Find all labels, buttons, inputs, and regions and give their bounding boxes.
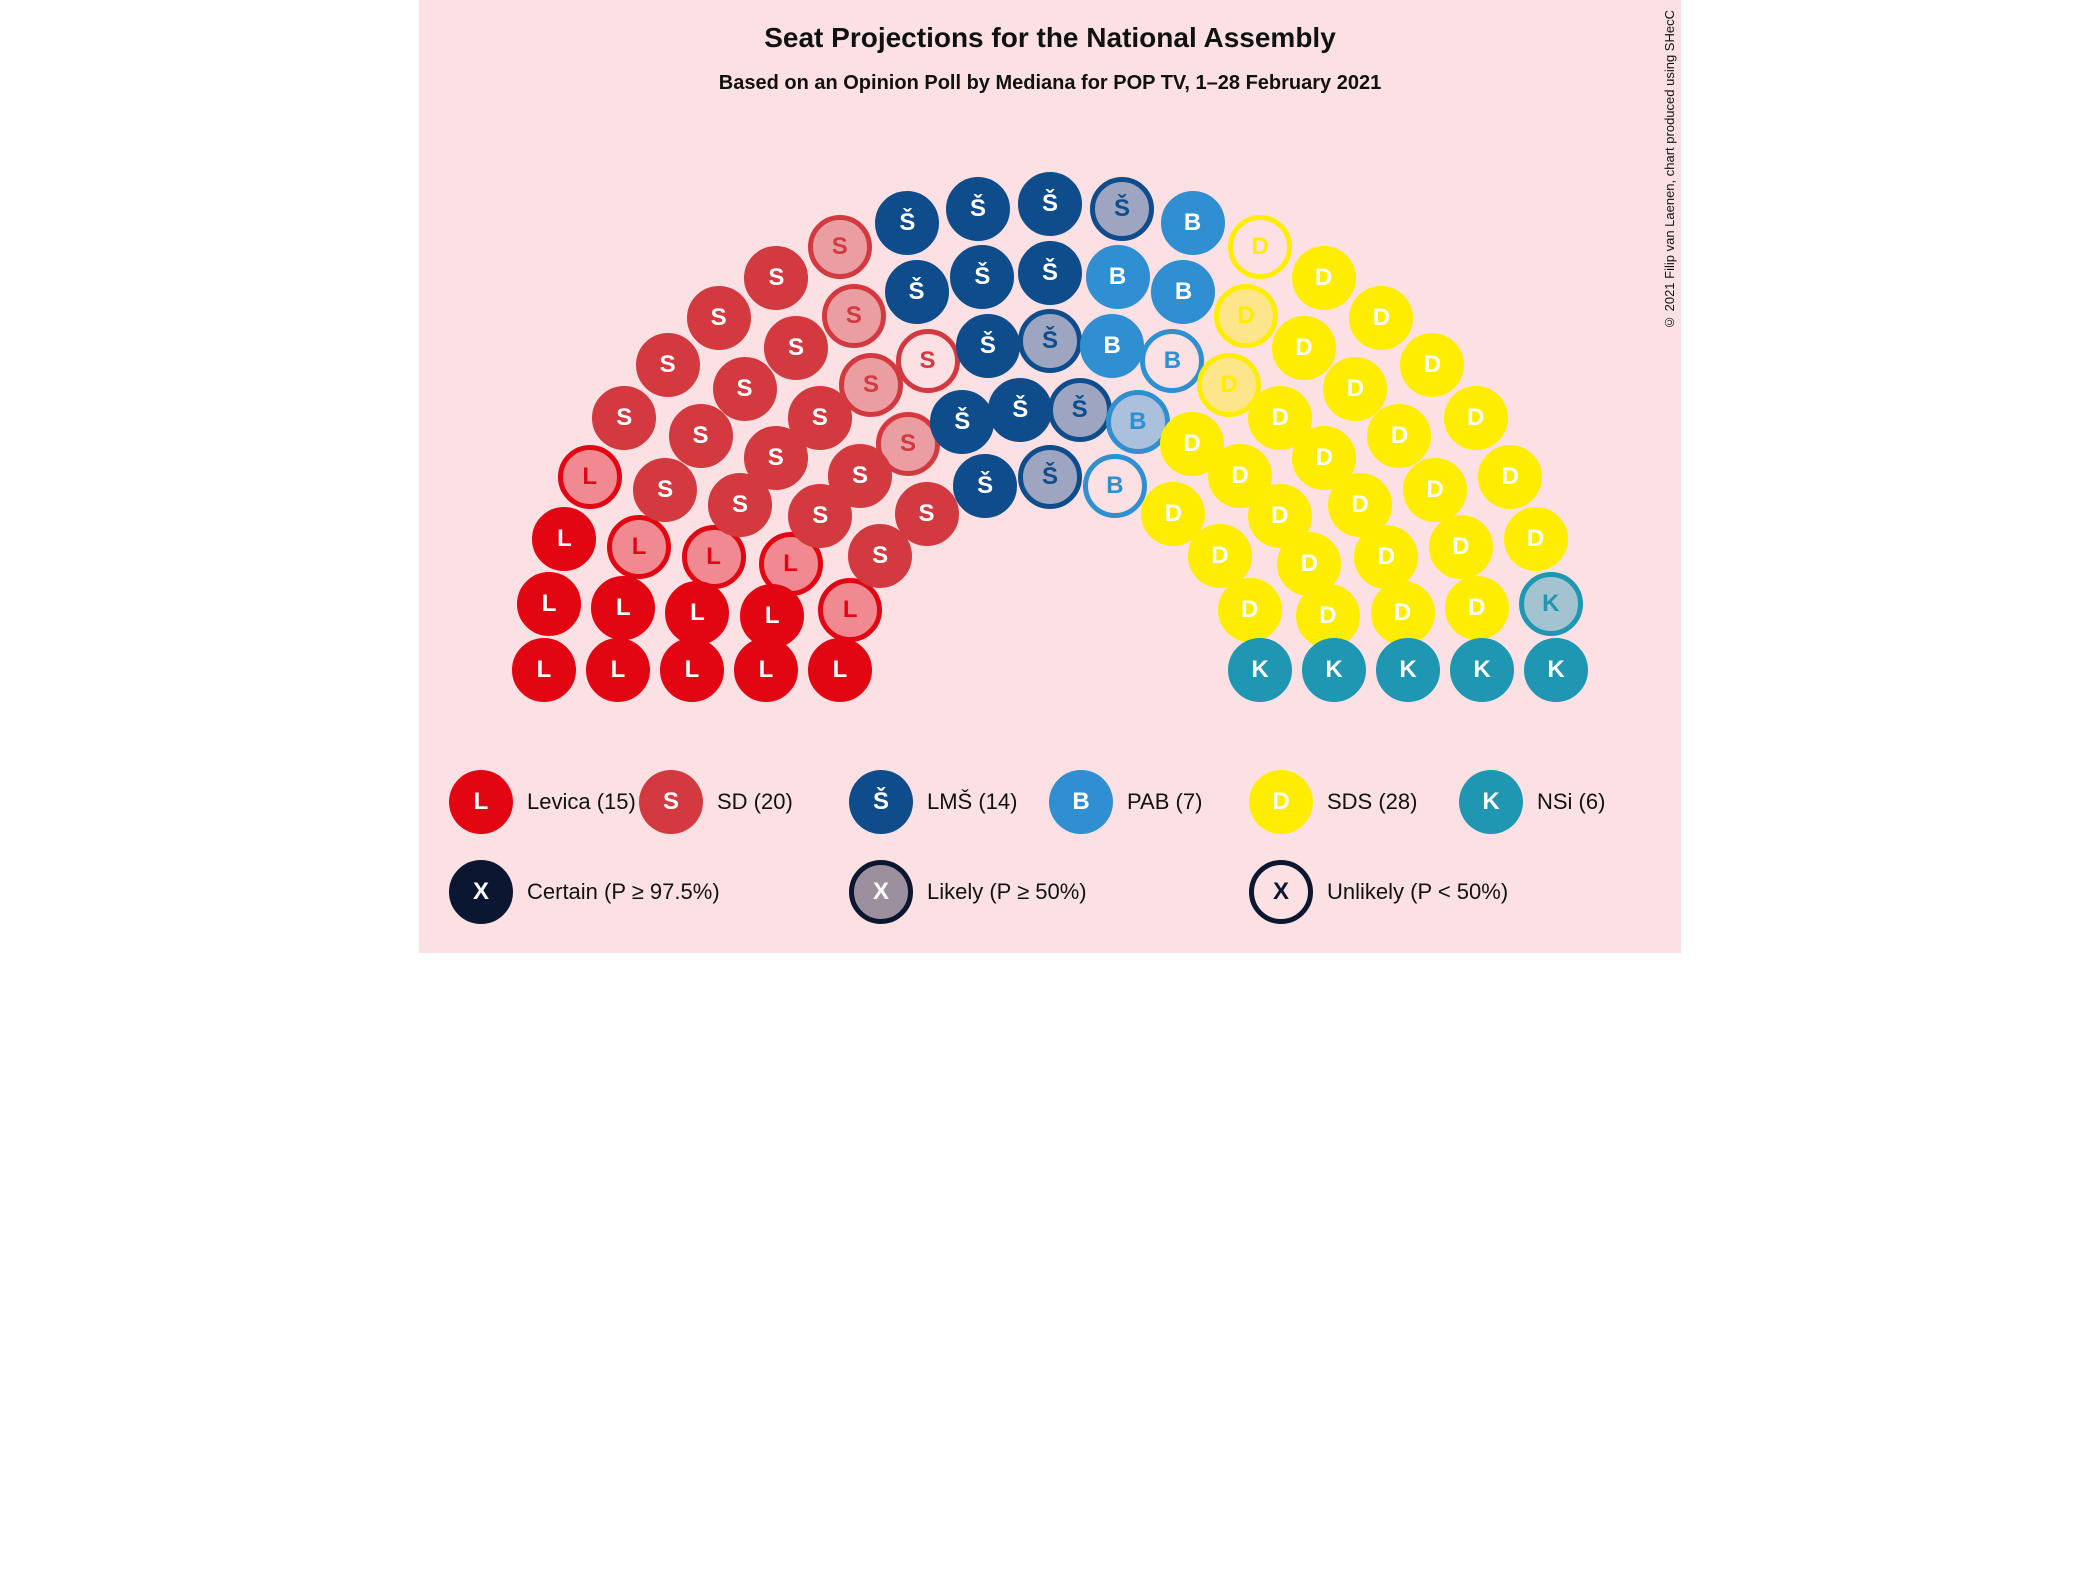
seat: S bbox=[636, 333, 700, 397]
seat: S bbox=[896, 329, 960, 393]
chart-credit: © 2021 Filip van Laenen, chart produced … bbox=[1658, 0, 1681, 953]
seat: D bbox=[1478, 445, 1542, 509]
legend-party-item: L Levica (15) bbox=[449, 770, 636, 834]
legend-certainty-label: Certain (P ≥ 97.5%) bbox=[527, 879, 720, 905]
chart-subtitle: Based on an Opinion Poll by Mediana for … bbox=[419, 72, 1681, 95]
legend-certainty-label: Unlikely (P < 50%) bbox=[1327, 879, 1508, 905]
seat: S bbox=[839, 353, 903, 417]
seat: L bbox=[558, 445, 622, 509]
seat: K bbox=[1376, 638, 1440, 702]
seat: B bbox=[1161, 191, 1225, 255]
legend-party-item: Š LMŠ (14) bbox=[849, 770, 1017, 834]
seat: L bbox=[607, 515, 671, 579]
legend-certainty-marker: X bbox=[849, 860, 913, 924]
seat: Š bbox=[1018, 241, 1082, 305]
seat: L bbox=[512, 638, 576, 702]
seat: Š bbox=[988, 378, 1052, 442]
seat: S bbox=[592, 386, 656, 450]
legend-party-marker: K bbox=[1459, 770, 1523, 834]
legend-party-item: B PAB (7) bbox=[1049, 770, 1202, 834]
seat: L bbox=[532, 507, 596, 571]
seat: S bbox=[764, 316, 828, 380]
seat: K bbox=[1519, 572, 1583, 636]
legend-party-label: NSi (6) bbox=[1537, 789, 1605, 815]
legend-certainty-marker: X bbox=[1249, 860, 1313, 924]
seat: B bbox=[1080, 314, 1144, 378]
seat: B bbox=[1086, 245, 1150, 309]
seat: D bbox=[1367, 404, 1431, 468]
seat: Š bbox=[1018, 445, 1082, 509]
legend-party-label: Levica (15) bbox=[527, 789, 636, 815]
legend-party-marker: D bbox=[1249, 770, 1313, 834]
legend-certainty-item: X Certain (P ≥ 97.5%) bbox=[449, 860, 720, 924]
seat: D bbox=[1218, 578, 1282, 642]
seat: Š bbox=[953, 454, 1017, 518]
seat: Š bbox=[956, 314, 1020, 378]
legend-party-label: PAB (7) bbox=[1127, 789, 1202, 815]
legend-party-marker: S bbox=[639, 770, 703, 834]
seat: D bbox=[1272, 316, 1336, 380]
seat: L bbox=[586, 638, 650, 702]
seat: Š bbox=[946, 177, 1010, 241]
legend-party-item: S SD (20) bbox=[639, 770, 793, 834]
legend-party-marker: B bbox=[1049, 770, 1113, 834]
legend-certainty-label: Likely (P ≥ 50%) bbox=[927, 879, 1087, 905]
seat: K bbox=[1524, 638, 1588, 702]
legend-party-label: SDS (28) bbox=[1327, 789, 1417, 815]
seat: D bbox=[1400, 333, 1464, 397]
legend-certainty-item: X Likely (P ≥ 50%) bbox=[849, 860, 1087, 924]
seat: D bbox=[1504, 507, 1568, 571]
legend-certainty-item: X Unlikely (P < 50%) bbox=[1249, 860, 1508, 924]
seat: L bbox=[665, 581, 729, 645]
seat: S bbox=[687, 286, 751, 350]
seat: D bbox=[1349, 286, 1413, 350]
seat: S bbox=[808, 215, 872, 279]
legend-party-marker: Š bbox=[849, 770, 913, 834]
legend-party-marker: L bbox=[449, 770, 513, 834]
seat: D bbox=[1444, 386, 1508, 450]
seat: S bbox=[744, 246, 808, 310]
seat: S bbox=[895, 482, 959, 546]
seat: D bbox=[1445, 576, 1509, 640]
seat: Š bbox=[1018, 309, 1082, 373]
seat: L bbox=[818, 578, 882, 642]
seat: B bbox=[1151, 260, 1215, 324]
seat: L bbox=[517, 572, 581, 636]
legend-certainty-marker: X bbox=[449, 860, 513, 924]
seat: S bbox=[822, 284, 886, 348]
seat: D bbox=[1354, 525, 1418, 589]
chart-stage: Seat Projections for the National Assemb… bbox=[419, 0, 1681, 953]
seat: Š bbox=[1090, 177, 1154, 241]
seat: K bbox=[1302, 638, 1366, 702]
seat: S bbox=[713, 357, 777, 421]
seat: D bbox=[1429, 515, 1493, 579]
seat: S bbox=[669, 404, 733, 468]
seat: Š bbox=[875, 191, 939, 255]
seat: L bbox=[660, 638, 724, 702]
seat: K bbox=[1228, 638, 1292, 702]
seat: D bbox=[1371, 581, 1435, 645]
seat: D bbox=[1403, 458, 1467, 522]
legend-party-label: LMŠ (14) bbox=[927, 789, 1017, 815]
seat: K bbox=[1450, 638, 1514, 702]
legend-party-item: D SDS (28) bbox=[1249, 770, 1417, 834]
legend-party-label: SD (20) bbox=[717, 789, 793, 815]
seat: S bbox=[633, 458, 697, 522]
seat: Š bbox=[930, 390, 994, 454]
seat: B bbox=[1083, 454, 1147, 518]
seat: Š bbox=[1018, 172, 1082, 236]
seat: Š bbox=[885, 260, 949, 324]
seat: B bbox=[1140, 329, 1204, 393]
seat: L bbox=[808, 638, 872, 702]
legend-party-item: K NSi (6) bbox=[1459, 770, 1605, 834]
seat: D bbox=[1292, 246, 1356, 310]
chart-title: Seat Projections for the National Assemb… bbox=[419, 22, 1681, 54]
seat: L bbox=[591, 576, 655, 640]
seat: Š bbox=[1048, 378, 1112, 442]
seat: D bbox=[1214, 284, 1278, 348]
seat: D bbox=[1228, 215, 1292, 279]
seat: Š bbox=[950, 245, 1014, 309]
